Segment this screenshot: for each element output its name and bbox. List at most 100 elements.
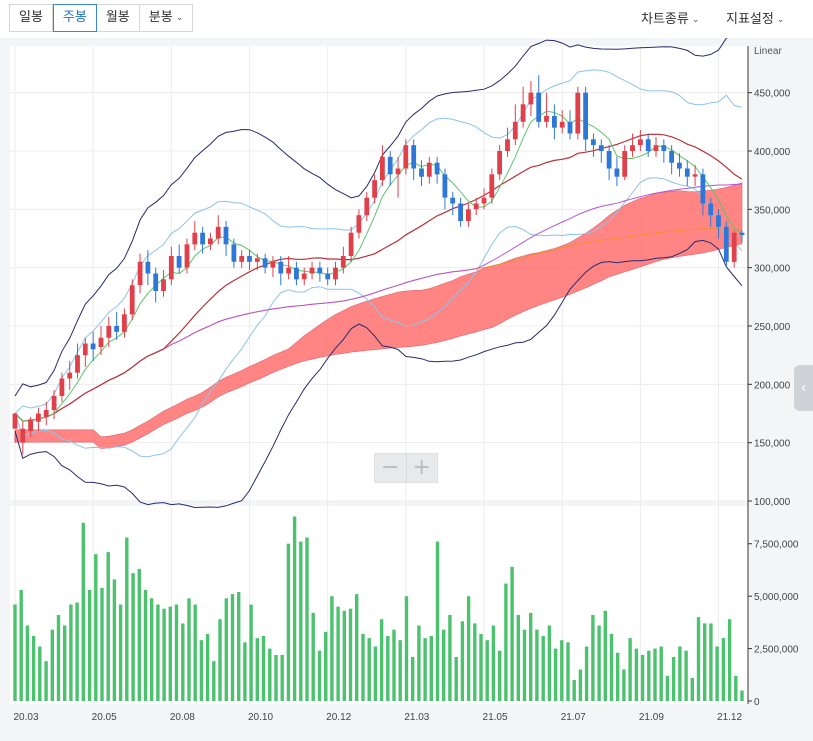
- candle-body[interactable]: [75, 355, 80, 373]
- volume-bar[interactable]: [616, 652, 620, 701]
- volume-bar[interactable]: [181, 623, 185, 701]
- volume-bar[interactable]: [473, 623, 477, 701]
- candle-body[interactable]: [301, 273, 307, 280]
- volume-bar[interactable]: [205, 633, 210, 701]
- candle-body[interactable]: [426, 162, 432, 177]
- volume-bar[interactable]: [516, 615, 520, 701]
- volume-bar[interactable]: [429, 636, 433, 701]
- volume-bar[interactable]: [292, 516, 297, 702]
- candle-body[interactable]: [677, 162, 682, 169]
- volume-bar[interactable]: [597, 625, 601, 702]
- candle-body[interactable]: [731, 232, 737, 262]
- volume-bar[interactable]: [187, 598, 191, 701]
- candle-body[interactable]: [419, 168, 424, 177]
- volume-bar[interactable]: [442, 629, 446, 701]
- candle-body[interactable]: [442, 174, 448, 198]
- volume-bar[interactable]: [696, 617, 701, 701]
- volume-bar[interactable]: [485, 640, 489, 701]
- volume-bar[interactable]: [330, 596, 334, 701]
- volume-bar[interactable]: [740, 690, 744, 702]
- candle-body[interactable]: [340, 256, 346, 268]
- period-monthly-button[interactable]: 월봉: [97, 5, 140, 31]
- volume-bar[interactable]: [25, 625, 30, 702]
- volume-bar[interactable]: [56, 615, 61, 701]
- candle-body[interactable]: [20, 428, 26, 443]
- candle-body[interactable]: [192, 232, 198, 245]
- volume-bar[interactable]: [69, 604, 73, 702]
- volume-bar[interactable]: [535, 629, 539, 701]
- volume-bar[interactable]: [19, 589, 23, 701]
- candle-body[interactable]: [364, 197, 370, 216]
- zoom-out-button[interactable]: −: [375, 454, 407, 482]
- volume-bar[interactable]: [336, 606, 340, 701]
- candle-body[interactable]: [528, 92, 534, 105]
- candle-body[interactable]: [481, 197, 487, 204]
- volume-bar[interactable]: [131, 573, 135, 701]
- volume-bar[interactable]: [640, 654, 645, 701]
- candle-body[interactable]: [645, 139, 651, 151]
- volume-bar[interactable]: [560, 640, 564, 701]
- chart-area[interactable]: Linear 450,000 400,000 350,000 300,000 250,0…: [0, 38, 813, 741]
- volume-bar[interactable]: [709, 623, 713, 701]
- volume-bar[interactable]: [411, 657, 415, 701]
- candle-body[interactable]: [137, 261, 143, 286]
- candle-body[interactable]: [372, 180, 377, 198]
- candle-body[interactable]: [466, 209, 471, 221]
- volume-bar[interactable]: [622, 669, 626, 702]
- candle-body[interactable]: [473, 203, 479, 210]
- candle-body[interactable]: [270, 261, 276, 268]
- candle-body[interactable]: [90, 343, 96, 350]
- candle-body[interactable]: [28, 419, 33, 431]
- volume-bar[interactable]: [50, 629, 54, 701]
- candle-body[interactable]: [630, 145, 635, 151]
- volume-bar[interactable]: [367, 638, 371, 701]
- volume-bar[interactable]: [274, 654, 278, 701]
- volume-bar[interactable]: [684, 650, 688, 701]
- candle-body[interactable]: [684, 168, 690, 177]
- volume-bar[interactable]: [423, 638, 427, 701]
- volume-bar[interactable]: [143, 589, 148, 701]
- candle-body[interactable]: [36, 413, 41, 422]
- candle-body[interactable]: [12, 413, 18, 429]
- volume-bar[interactable]: [237, 592, 241, 701]
- candle-body[interactable]: [380, 156, 385, 181]
- volume-bar[interactable]: [112, 579, 117, 701]
- volume-bar[interactable]: [659, 646, 663, 702]
- candle-body[interactable]: [317, 267, 323, 274]
- candle-body[interactable]: [614, 168, 620, 177]
- volume-bar[interactable]: [653, 648, 657, 701]
- volume-bar[interactable]: [230, 594, 235, 701]
- candle-body[interactable]: [638, 139, 643, 146]
- volume-bar[interactable]: [727, 619, 732, 701]
- side-panel-toggle[interactable]: ‹: [794, 365, 813, 411]
- volume-bar[interactable]: [715, 646, 719, 702]
- volume-bar[interactable]: [398, 640, 402, 701]
- candle-body[interactable]: [215, 226, 221, 239]
- zoom-in-button[interactable]: +: [412, 455, 431, 480]
- volume-bar[interactable]: [703, 623, 707, 701]
- candle-body[interactable]: [583, 92, 588, 140]
- candle-body[interactable]: [723, 226, 729, 262]
- volume-bar[interactable]: [386, 636, 390, 701]
- candle-body[interactable]: [67, 372, 73, 379]
- candle-body[interactable]: [458, 203, 463, 222]
- scale-mode-label[interactable]: Linear: [754, 46, 782, 57]
- volume-bar[interactable]: [106, 552, 110, 701]
- volume-bar[interactable]: [522, 629, 527, 701]
- candle-body[interactable]: [231, 244, 237, 262]
- volume-bar[interactable]: [268, 648, 272, 701]
- candle-body[interactable]: [129, 285, 135, 315]
- stock-chart[interactable]: Linear 450,000 400,000 350,000 300,000 250,0…: [0, 38, 813, 741]
- volume-bar[interactable]: [13, 604, 17, 702]
- volume-bar[interactable]: [261, 636, 266, 701]
- volume-bar[interactable]: [547, 625, 552, 702]
- volume-bar[interactable]: [647, 650, 651, 701]
- volume-bar[interactable]: [634, 648, 639, 701]
- candle-body[interactable]: [114, 326, 119, 332]
- candle-body[interactable]: [536, 92, 542, 122]
- candle-body[interactable]: [356, 215, 362, 233]
- candle-body[interactable]: [692, 174, 698, 177]
- volume-bar[interactable]: [379, 619, 384, 701]
- volume-bar[interactable]: [355, 594, 359, 701]
- volume-bar[interactable]: [81, 522, 85, 701]
